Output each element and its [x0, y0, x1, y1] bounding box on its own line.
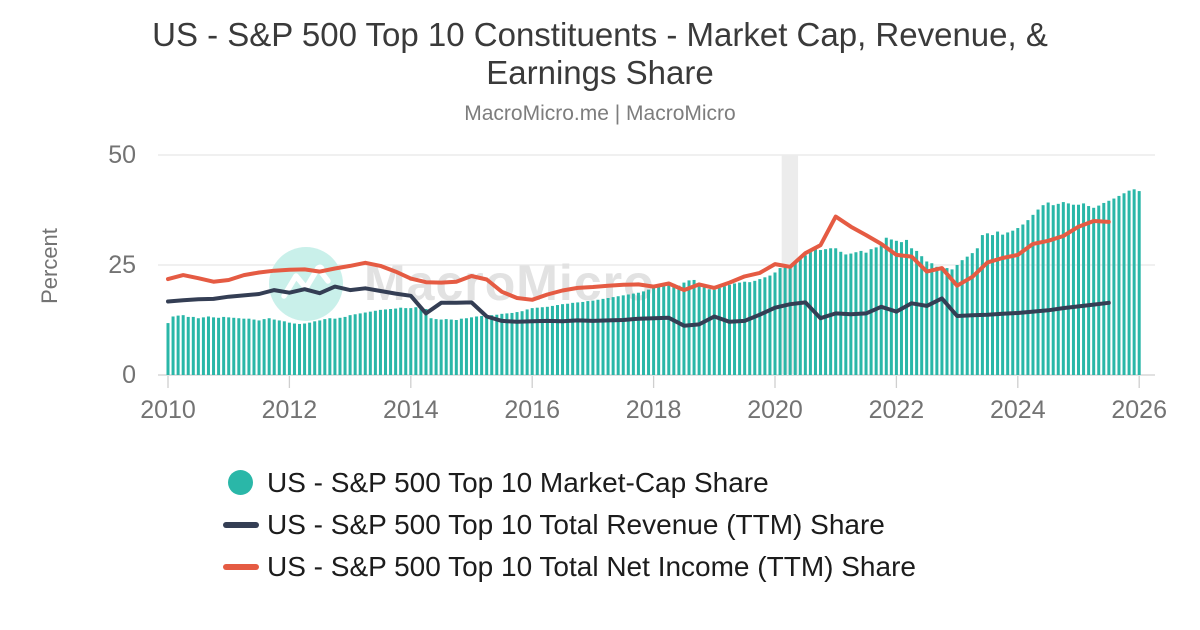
y-axis: 0 25 50 [108, 141, 136, 389]
svg-text:2018: 2018 [626, 396, 682, 424]
svg-text:2014: 2014 [383, 396, 439, 424]
svg-text:2020: 2020 [747, 396, 803, 424]
svg-text:2012: 2012 [262, 396, 318, 424]
svg-text:2024: 2024 [990, 396, 1046, 424]
line-net-income-share [166, 214, 1111, 302]
bars-market-cap-share [166, 189, 1141, 375]
svg-text:0: 0 [122, 361, 136, 389]
x-axis: 2010 2012 2014 2016 2018 2020 2022 2024 2026 [140, 376, 1167, 424]
legend-item-net-income-share[interactable]: US - S&P 500 Top 10 Total Net Income (TT… [222, 550, 916, 583]
legend-marker-box [222, 470, 259, 495]
chart-legend: US - S&P 500 Top 10 Market-Cap Share US … [222, 466, 916, 583]
svg-text:50: 50 [108, 141, 136, 169]
svg-text:2016: 2016 [504, 396, 560, 424]
chart-plot-area: MacroMicro 2010 2012 2014 2016 2018 2020 2022 2… [0, 138, 1200, 456]
legend-label-net-income: US - S&P 500 Top 10 Total Net Income (TT… [267, 550, 916, 582]
legend-marker-box [222, 521, 259, 528]
svg-text:2010: 2010 [140, 396, 196, 424]
legend-item-revenue-share[interactable]: US - S&P 500 Top 10 Total Revenue (TTM) … [222, 508, 916, 541]
market-cap-dot-icon [228, 470, 253, 495]
legend-marker-box [222, 563, 259, 570]
svg-text:2022: 2022 [869, 396, 925, 424]
legend-label-market-cap: US - S&P 500 Top 10 Market-Cap Share [267, 466, 769, 498]
line-revenue-share [166, 284, 1111, 328]
svg-text:2026: 2026 [1111, 396, 1167, 424]
watermark: MacroMicro [269, 247, 655, 321]
legend-item-market-cap-share[interactable]: US - S&P 500 Top 10 Market-Cap Share [222, 466, 916, 499]
net-income-line-swatch-icon [222, 563, 259, 570]
chart-title: US - S&P 500 Top 10 Constituents - Marke… [152, 16, 1048, 91]
y-axis-title: Percent [37, 228, 62, 304]
chart-subtitle: MacroMicro.me | MacroMicro [464, 101, 736, 125]
revenue-line-swatch-icon [222, 521, 259, 528]
watermark-text: MacroMicro [364, 255, 655, 311]
svg-text:25: 25 [108, 251, 136, 279]
legend-label-revenue: US - S&P 500 Top 10 Total Revenue (TTM) … [267, 508, 885, 540]
chart-svg: MacroMicro 2010 2012 2014 2016 2018 2020 2022 2… [37, 141, 1167, 424]
